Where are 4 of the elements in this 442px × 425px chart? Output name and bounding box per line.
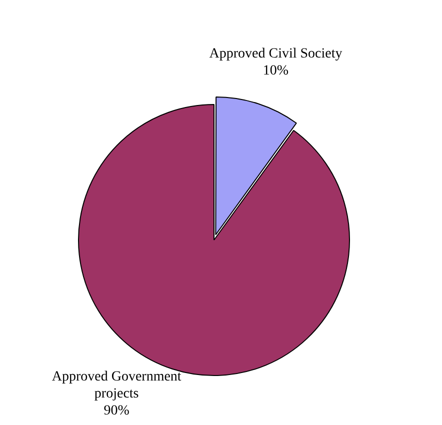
data-label: 90% [104,404,130,419]
slice-label: Approved Civil Society [209,46,342,62]
data-label: 10% [262,63,289,78]
slice-label: Approved Government projects [52,370,182,402]
